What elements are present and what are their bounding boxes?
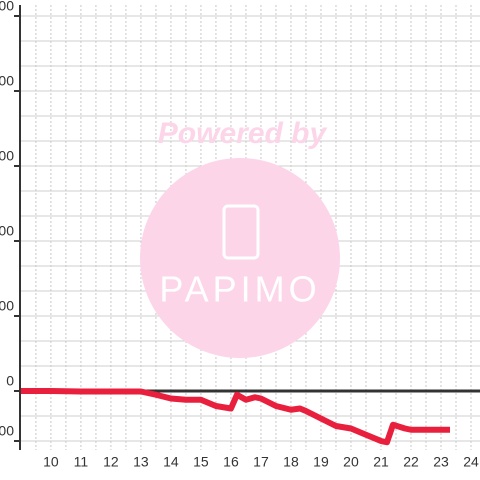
x-tick-label: 10 [43, 454, 59, 470]
x-tick-label: 22 [403, 454, 419, 470]
x-tick-label: 19 [313, 454, 329, 470]
x-tick-label: 17 [253, 454, 269, 470]
x-tick-label: 13 [133, 454, 149, 470]
y-tick-label: 120,000 [0, 73, 14, 89]
x-tick-label: 12 [103, 454, 119, 470]
watermark-brand: PAPIMO [159, 269, 320, 310]
x-tick-label: 23 [433, 454, 449, 470]
x-tick-label: 18 [283, 454, 299, 470]
y-tick-label: -20,000 [0, 423, 14, 439]
line [20, 388, 450, 446]
x-tick-label: 15 [193, 454, 209, 470]
x-tick-label: 20 [343, 454, 359, 470]
y-tick-label: 60,000 [0, 223, 14, 239]
y-tick-label: 90,000 [0, 148, 14, 164]
watermark-text: Powered by [158, 117, 328, 150]
y-tick-label: 30,000 [0, 298, 14, 314]
x-tick-label: 16 [223, 454, 239, 470]
x-tick-label: 14 [163, 454, 179, 470]
y-tick-label: 0 [6, 373, 14, 389]
y-tick-label: 150,000 [0, 0, 14, 14]
phone-icon [222, 204, 260, 260]
x-tick-label: 11 [74, 454, 89, 470]
x-tick-label: 24 [463, 454, 479, 470]
watermark: Powered by PAPIMO [140, 117, 340, 358]
x-tick-label: 21 [373, 454, 389, 470]
